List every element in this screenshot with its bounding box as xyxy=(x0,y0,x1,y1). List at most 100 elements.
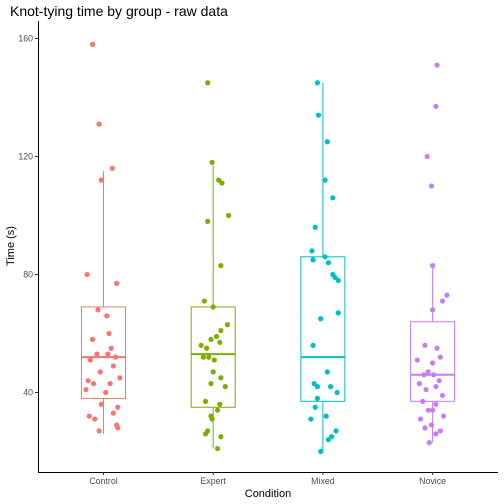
data-point xyxy=(318,316,324,322)
data-point xyxy=(224,322,231,328)
y-tick-label: 120 xyxy=(18,152,33,162)
data-point xyxy=(439,298,446,304)
data-point xyxy=(103,389,109,396)
data-point xyxy=(106,330,112,337)
data-point xyxy=(426,440,432,446)
data-point xyxy=(315,112,322,118)
data-point xyxy=(204,345,210,351)
data-point xyxy=(214,407,221,413)
data-point xyxy=(334,389,340,396)
data-point xyxy=(414,357,420,363)
data-point xyxy=(117,375,123,381)
data-point xyxy=(310,257,316,263)
data-point xyxy=(198,342,204,348)
data-point xyxy=(437,354,443,360)
data-point xyxy=(314,384,321,390)
data-point xyxy=(91,381,97,387)
data-point xyxy=(86,413,92,419)
data-point xyxy=(424,153,430,160)
data-point xyxy=(335,310,341,316)
data-point xyxy=(430,307,436,313)
data-point xyxy=(109,165,115,171)
data-point xyxy=(312,224,318,230)
y-axis-title: Time (s) xyxy=(5,226,17,266)
data-point xyxy=(335,277,341,283)
data-point xyxy=(206,354,212,360)
data-point xyxy=(323,413,329,419)
data-point xyxy=(416,381,423,387)
data-point xyxy=(324,139,330,145)
data-point xyxy=(214,445,221,452)
data-point xyxy=(110,410,116,416)
plot-area xyxy=(81,41,456,455)
data-point xyxy=(440,413,447,419)
x-tick-label: Mixed xyxy=(311,476,335,486)
data-point xyxy=(423,386,429,393)
data-point xyxy=(433,103,439,109)
data-point xyxy=(201,298,208,304)
x-tick-label: Control xyxy=(89,476,117,486)
data-point xyxy=(208,336,214,342)
data-point xyxy=(437,428,443,434)
data-point xyxy=(219,180,225,186)
x-tick-label: Expert xyxy=(200,476,226,486)
data-point xyxy=(205,80,211,86)
data-point xyxy=(428,422,435,428)
data-point xyxy=(208,381,214,387)
data-point xyxy=(209,159,215,165)
data-point xyxy=(209,416,215,422)
data-point xyxy=(333,428,339,434)
data-point xyxy=(322,177,328,183)
data-point xyxy=(217,401,223,407)
chart-title: Knot-tying time by group - raw data xyxy=(10,3,228,19)
data-point xyxy=(327,384,334,390)
data-point xyxy=(417,416,424,422)
y-tick-label: 40 xyxy=(23,388,33,398)
y-axis: 40 80 120 160 xyxy=(18,34,38,398)
data-point xyxy=(312,404,318,410)
data-point xyxy=(434,345,440,351)
data-point xyxy=(96,121,102,127)
data-point xyxy=(83,386,89,393)
data-point xyxy=(308,416,314,422)
data-point xyxy=(324,369,330,375)
series-expert xyxy=(190,80,236,452)
data-point xyxy=(84,271,90,278)
data-point xyxy=(202,398,209,404)
series-mixed xyxy=(300,80,346,455)
data-point xyxy=(97,369,103,375)
data-point xyxy=(431,372,437,378)
data-point xyxy=(314,395,321,401)
data-point xyxy=(439,392,446,399)
data-point xyxy=(200,354,206,360)
data-point xyxy=(218,327,224,334)
data-point xyxy=(202,431,209,437)
data-point xyxy=(217,339,223,345)
data-point xyxy=(89,336,96,342)
y-tick-label: 80 xyxy=(23,270,33,280)
data-point xyxy=(428,183,435,189)
data-point xyxy=(314,80,321,86)
data-point xyxy=(430,407,436,413)
data-point xyxy=(222,384,228,390)
data-point xyxy=(110,363,116,369)
data-point xyxy=(430,360,436,366)
box xyxy=(81,306,126,399)
data-point xyxy=(205,218,211,224)
data-point xyxy=(422,425,428,431)
x-axis: Control Expert Mixed Novice xyxy=(89,472,446,486)
data-point xyxy=(108,345,114,351)
data-point xyxy=(107,381,113,387)
data-point xyxy=(89,41,96,48)
data-point xyxy=(433,401,439,407)
data-point xyxy=(420,398,426,404)
data-point xyxy=(225,212,232,219)
data-point xyxy=(310,342,316,348)
data-point xyxy=(85,378,91,384)
data-point xyxy=(95,307,101,313)
box xyxy=(190,306,236,408)
data-point xyxy=(115,425,121,431)
y-tick-label: 160 xyxy=(18,34,33,44)
data-point xyxy=(105,351,111,357)
